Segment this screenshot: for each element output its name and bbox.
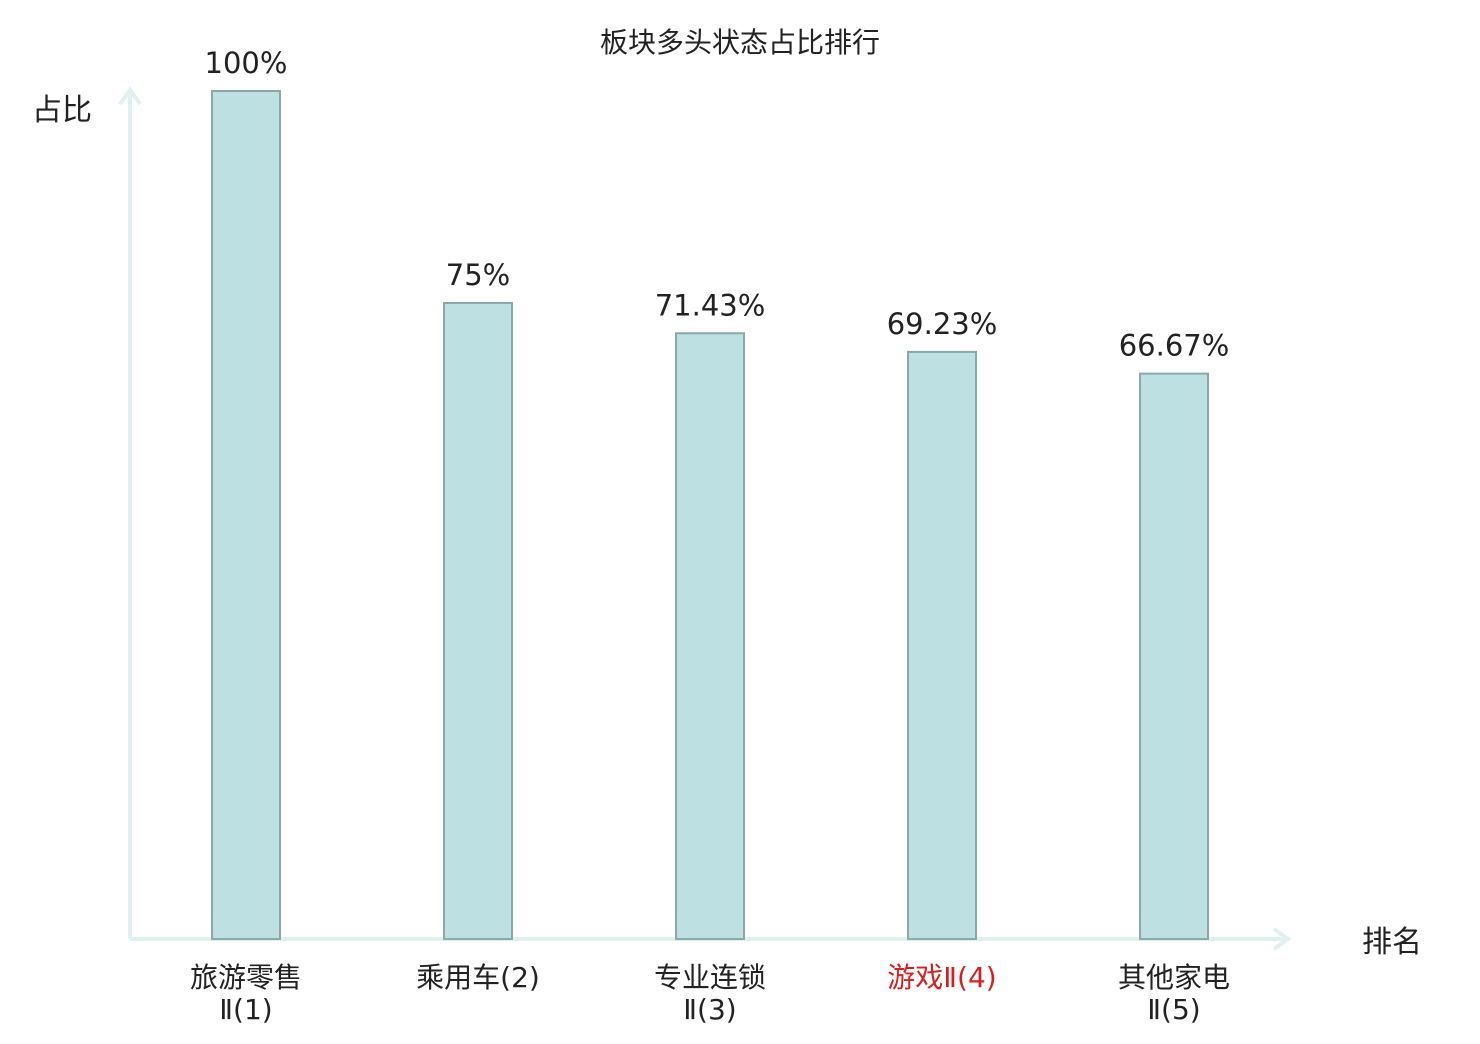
- x-tick-label-box: 游戏Ⅱ(4): [887, 962, 997, 994]
- data-label: 69.23%: [887, 307, 998, 341]
- x-tick-label-box: 乘用车(2): [416, 962, 540, 994]
- x-tick-label: 专业连锁Ⅱ(3): [653, 962, 766, 1026]
- bar: [443, 302, 513, 940]
- x-tick-label-box: 旅游零售Ⅱ(1): [189, 962, 302, 1026]
- y-axis-label: 占比: [32, 93, 92, 128]
- bar: [1139, 372, 1209, 940]
- data-label: 100%: [205, 46, 288, 80]
- x-tick-label-box: 专业连锁Ⅱ(3): [653, 962, 766, 1026]
- x-axis-label: 排名: [1362, 925, 1422, 960]
- bar: [211, 90, 281, 940]
- x-tick-label: 乘用车(2): [416, 962, 540, 994]
- data-label: 71.43%: [655, 288, 766, 322]
- x-tick-label-box: 其他家电Ⅱ(5): [1117, 962, 1230, 1026]
- bar: [675, 332, 745, 940]
- x-tick-label: 游戏Ⅱ(4): [887, 962, 997, 994]
- data-label: 66.67%: [1119, 329, 1230, 363]
- y-axis-arrow: [118, 86, 142, 106]
- x-axis-arrow: [1272, 927, 1292, 951]
- x-tick-label: 旅游零售Ⅱ(1): [189, 962, 302, 1026]
- data-label: 75%: [446, 258, 510, 292]
- bar: [907, 350, 977, 940]
- x-tick-label: 其他家电Ⅱ(5): [1117, 962, 1230, 1026]
- chart-title: 板块多头状态占比排行: [600, 26, 880, 59]
